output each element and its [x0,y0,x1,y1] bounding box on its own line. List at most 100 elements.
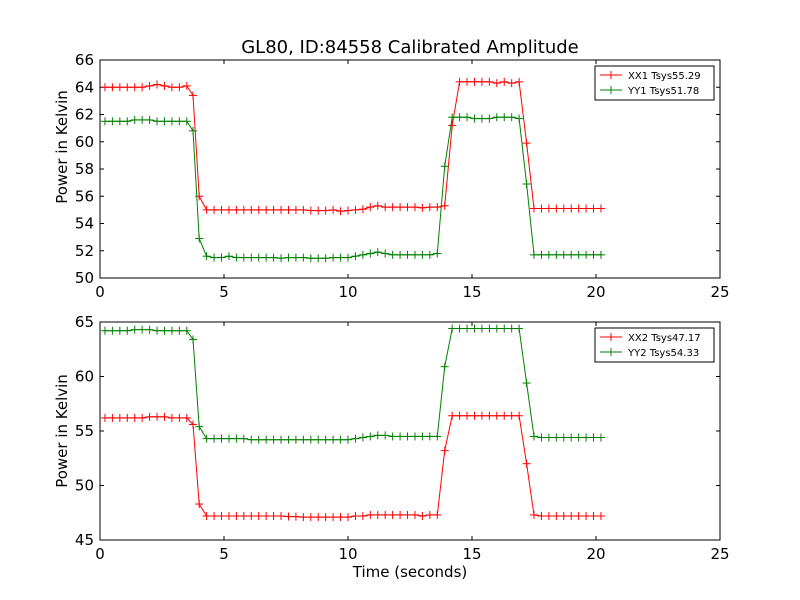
data-point-bottom-1 [217,434,226,443]
data-point-top-1 [321,254,330,263]
data-point-bottom-1 [418,432,427,441]
data-point-top-1 [195,234,204,243]
data-point-top-1 [344,253,352,262]
data-point-bottom-1 [344,435,352,444]
y-tick-label-bottom: 55 [75,422,94,440]
data-point-bottom-0 [373,510,382,519]
data-point-top-1 [100,117,109,126]
legend-label-bottom-0: XX2 Tsys47.17 [628,333,701,344]
data-point-top-0 [232,205,241,214]
data-point-bottom-1 [455,324,464,333]
data-point-top-0 [329,205,338,214]
data-point-top-0 [138,83,147,92]
data-point-bottom-0 [145,412,154,421]
data-point-top-0 [582,204,591,213]
data-point-top-1 [470,114,479,123]
data-point-bottom-0 [410,510,419,519]
data-point-bottom-0 [277,512,286,521]
data-point-bottom-0 [284,512,293,521]
data-point-bottom-1 [440,362,449,371]
data-point-top-1 [537,250,546,259]
data-point-bottom-1 [485,324,494,333]
data-point-top-0 [596,204,605,213]
x-tick-label-top: 15 [462,283,481,301]
data-point-bottom-0 [381,510,390,519]
data-point-top-1 [224,252,233,261]
data-point-top-1 [559,250,568,259]
data-point-top-0 [366,203,375,212]
data-point-bottom-1 [130,325,139,334]
data-point-top-1 [381,249,390,258]
data-point-bottom-0 [108,413,117,422]
data-point-bottom-1 [544,433,553,442]
data-point-top-1 [515,114,524,123]
data-point-bottom-0 [138,413,147,422]
data-point-bottom-0 [388,510,397,519]
data-point-top-0 [552,204,561,213]
x-tick-label-bottom: 25 [710,545,729,563]
top-subplot: 0 5 10 15 20 25 50 52 54 56 58 60 62 64 66 XX1 Tsys55.2… [75,51,730,301]
data-point-bottom-0 [351,512,360,521]
x-tick-label-top: 20 [586,283,605,301]
data-point-bottom-0 [247,512,256,521]
data-point-bottom-1 [366,432,375,441]
data-point-bottom-1 [530,432,538,441]
y-tick-label-bottom: 60 [75,368,94,386]
data-point-bottom-0 [552,512,561,521]
data-point-top-1 [425,250,434,259]
data-point-bottom-0 [254,512,263,521]
data-point-top-1 [455,113,464,122]
data-point-bottom-0 [167,413,176,422]
x-axis-label: Time (seconds) [352,563,468,581]
axes-frame-top [99,59,721,279]
data-point-top-1 [358,250,367,259]
data-point-bottom-0 [195,500,204,509]
data-point-bottom-0 [160,412,169,421]
data-point-top-1 [366,249,375,258]
data-point-top-0 [396,203,405,212]
data-point-bottom-1 [559,433,568,442]
data-point-top-1 [189,126,197,135]
data-point-bottom-1 [582,433,591,442]
data-point-top-0 [269,205,278,214]
data-point-bottom-1 [291,435,300,444]
data-point-top-1 [463,113,472,122]
x-tick-label-top: 5 [219,283,229,301]
chart-title: GL80, ID:84558 Calibrated Amplitude [241,37,579,58]
y-tick-label-top: 54 [75,215,94,233]
data-point-bottom-1 [329,435,338,444]
data-point-bottom-0 [492,411,501,420]
y-tick-label-top: 62 [75,106,94,124]
data-point-top-0 [425,203,434,212]
data-point-top-0 [254,205,263,214]
data-point-top-0 [336,207,345,216]
data-point-bottom-1 [232,434,241,443]
legend-label-bottom-1: YY2 Tsys54.33 [627,348,699,359]
data-point-bottom-0 [522,459,531,468]
data-point-bottom-1 [153,326,162,335]
data-point-top-0 [544,204,553,213]
data-point-top-1 [492,113,501,122]
data-point-top-1 [138,115,147,124]
x-tick-label-bottom: 10 [338,545,357,563]
data-point-top-0 [153,80,162,89]
data-point-top-0 [559,204,568,213]
data-point-bottom-0 [239,512,248,521]
data-point-bottom-0 [537,512,546,521]
x-tick-label-bottom: 20 [586,545,605,563]
data-point-top-0 [507,79,516,88]
y-tick-label-top: 60 [75,133,94,151]
data-point-bottom-1 [195,422,204,431]
y-tick-label-top: 58 [75,160,94,178]
data-point-top-0 [123,83,132,92]
data-point-bottom-1 [500,324,509,333]
data-point-bottom-0 [366,510,375,519]
data-point-bottom-0 [314,513,323,522]
data-point-bottom-0 [485,411,494,420]
data-point-top-1 [175,117,184,126]
y-tick-label-bottom: 50 [75,477,94,495]
data-point-bottom-1 [403,432,412,441]
data-point-bottom-0 [530,510,538,519]
data-point-bottom-1 [567,433,576,442]
